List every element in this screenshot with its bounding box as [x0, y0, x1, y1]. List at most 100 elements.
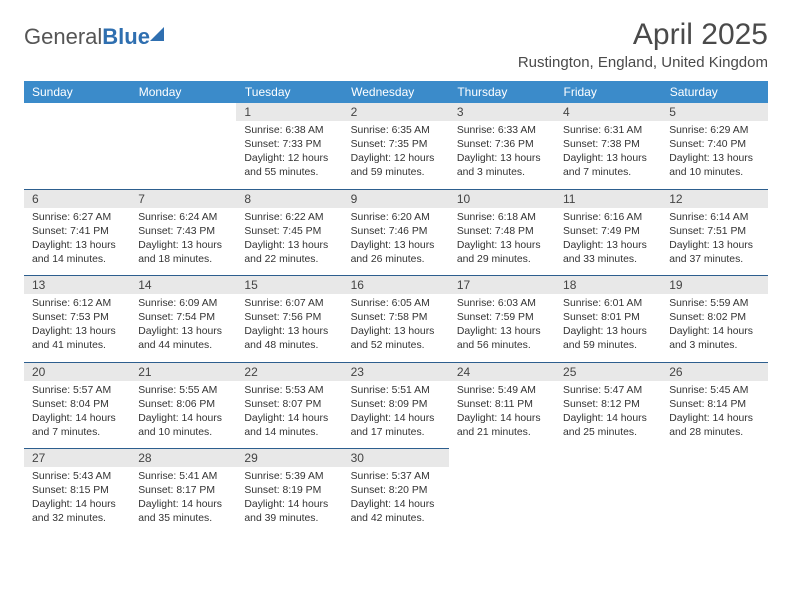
title-block: April 2025 Rustington, England, United K… — [518, 18, 768, 71]
day-number-cell: 15 — [236, 276, 342, 295]
page-title: April 2025 — [518, 18, 768, 52]
sunrise-text: Sunrise: 6:14 AM — [669, 211, 759, 225]
sunrise-text: Sunrise: 6:01 AM — [563, 297, 653, 311]
sunset-text: Sunset: 8:01 PM — [563, 311, 653, 325]
daylight-text: Daylight: 13 hours and 7 minutes. — [563, 152, 653, 180]
day-content-cell: Sunrise: 6:12 AMSunset: 7:53 PMDaylight:… — [24, 294, 130, 362]
day-number-cell — [24, 103, 130, 121]
day-content-row: Sunrise: 6:27 AMSunset: 7:41 PMDaylight:… — [24, 208, 768, 276]
weekday-header: Saturday — [661, 81, 767, 103]
day-number-cell: 17 — [449, 276, 555, 295]
day-number-cell: 13 — [24, 276, 130, 295]
day-content-cell: Sunrise: 5:43 AMSunset: 8:15 PMDaylight:… — [24, 467, 130, 535]
sunrise-text: Sunrise: 5:43 AM — [32, 470, 122, 484]
daylight-text: Daylight: 14 hours and 14 minutes. — [244, 412, 334, 440]
sunset-text: Sunset: 8:11 PM — [457, 398, 547, 412]
day-content-row: Sunrise: 6:38 AMSunset: 7:33 PM Daylight:… — [24, 121, 768, 189]
sunrise-text: Sunrise: 5:49 AM — [457, 384, 547, 398]
day-number-cell: 8 — [236, 189, 342, 208]
day-content-cell: Sunrise: 5:49 AMSunset: 8:11 PMDaylight:… — [449, 381, 555, 449]
day-number-cell: 3 — [449, 103, 555, 121]
sunset-text: Sunset: 7:51 PM — [669, 225, 759, 239]
sunrise-text: Sunrise: 6:24 AM — [138, 211, 228, 225]
sunset-text: Sunset: 7:54 PM — [138, 311, 228, 325]
sunset-text: Sunset: 7:33 PM — [244, 138, 334, 152]
day-number-cell: 14 — [130, 276, 236, 295]
day-content-cell: Sunrise: 6:05 AMSunset: 7:58 PMDaylight:… — [343, 294, 449, 362]
calendar-table: Sunday Monday Tuesday Wednesday Thursday… — [24, 81, 768, 535]
day-number-cell: 6 — [24, 189, 130, 208]
day-number-cell: 18 — [555, 276, 661, 295]
sunrise-text: Sunrise: 6:20 AM — [351, 211, 441, 225]
daylight-text: Daylight: 12 hours and 59 minutes. — [351, 152, 441, 180]
day-content-cell — [24, 121, 130, 189]
day-number-cell — [130, 103, 236, 121]
day-content-cell: Sunrise: 5:57 AMSunset: 8:04 PMDaylight:… — [24, 381, 130, 449]
sunrise-text: Sunrise: 6:38 AM — [244, 124, 334, 138]
sunrise-text: Sunrise: 6:05 AM — [351, 297, 441, 311]
daylight-text: Daylight: 13 hours and 48 minutes. — [244, 325, 334, 353]
day-content-cell: Sunrise: 5:55 AMSunset: 8:06 PMDaylight:… — [130, 381, 236, 449]
daylight-text: Daylight: 13 hours and 26 minutes. — [351, 239, 441, 267]
sunset-text: Sunset: 7:56 PM — [244, 311, 334, 325]
sunset-text: Sunset: 8:15 PM — [32, 484, 122, 498]
sunset-text: Sunset: 8:19 PM — [244, 484, 334, 498]
sunset-text: Sunset: 7:49 PM — [563, 225, 653, 239]
day-content-cell: Sunrise: 6:18 AMSunset: 7:48 PMDaylight:… — [449, 208, 555, 276]
sunrise-text: Sunrise: 5:37 AM — [351, 470, 441, 484]
day-content-cell: Sunrise: 6:38 AMSunset: 7:33 PMDaylight:… — [236, 121, 342, 189]
day-number-cell: 24 — [449, 362, 555, 381]
sunrise-text: Sunrise: 6:03 AM — [457, 297, 547, 311]
day-number-cell: 2 — [343, 103, 449, 121]
sunrise-text: Sunrise: 6:31 AM — [563, 124, 653, 138]
day-content-cell: Sunrise: 6:24 AMSunset: 7:43 PMDaylight:… — [130, 208, 236, 276]
day-number-row: 6789101112 — [24, 189, 768, 208]
sunset-text: Sunset: 7:59 PM — [457, 311, 547, 325]
brand-word2: Blue — [102, 24, 150, 49]
day-number-cell: 19 — [661, 276, 767, 295]
sunrise-text: Sunrise: 6:16 AM — [563, 211, 653, 225]
sunset-text: Sunset: 8:14 PM — [669, 398, 759, 412]
day-number-row: 12345 — [24, 103, 768, 121]
day-number-cell: 1 — [236, 103, 342, 121]
day-content-cell: Sunrise: 6:20 AMSunset: 7:46 PMDaylight:… — [343, 208, 449, 276]
daylight-text: Daylight: 14 hours and 35 minutes. — [138, 498, 228, 526]
day-number-cell: 20 — [24, 362, 130, 381]
sunset-text: Sunset: 8:04 PM — [32, 398, 122, 412]
sunrise-text: Sunrise: 5:47 AM — [563, 384, 653, 398]
sunrise-text: Sunrise: 5:51 AM — [351, 384, 441, 398]
day-number-cell: 10 — [449, 189, 555, 208]
location-subtitle: Rustington, England, United Kingdom — [518, 54, 768, 71]
sunset-text: Sunset: 7:53 PM — [32, 311, 122, 325]
day-number-cell — [661, 449, 767, 468]
day-number-cell: 21 — [130, 362, 236, 381]
day-content-cell: Sunrise: 6:16 AMSunset: 7:49 PMDaylight:… — [555, 208, 661, 276]
sunrise-text: Sunrise: 6:29 AM — [669, 124, 759, 138]
day-content-cell: Sunrise: 5:59 AMSunset: 8:02 PMDaylight:… — [661, 294, 767, 362]
weekday-header-row: Sunday Monday Tuesday Wednesday Thursday… — [24, 81, 768, 103]
daylight-text: Daylight: 13 hours and 56 minutes. — [457, 325, 547, 353]
sunrise-text: Sunrise: 6:07 AM — [244, 297, 334, 311]
sunrise-text: Sunrise: 6:09 AM — [138, 297, 228, 311]
daylight-text: Daylight: 13 hours and 44 minutes. — [138, 325, 228, 353]
sunset-text: Sunset: 7:58 PM — [351, 311, 441, 325]
brand-logo: GeneralBlue — [24, 18, 164, 50]
day-content-cell: Sunrise: 5:45 AMSunset: 8:14 PMDaylight:… — [661, 381, 767, 449]
day-number-cell: 4 — [555, 103, 661, 121]
sunset-text: Sunset: 8:17 PM — [138, 484, 228, 498]
sunrise-text: Sunrise: 5:59 AM — [669, 297, 759, 311]
daylight-text: Daylight: 13 hours and 18 minutes. — [138, 239, 228, 267]
daylight-text: Daylight: 14 hours and 7 minutes. — [32, 412, 122, 440]
day-number-row: 20212223242526 — [24, 362, 768, 381]
daylight-text: Daylight: 13 hours and 52 minutes. — [351, 325, 441, 353]
day-content-cell — [555, 467, 661, 535]
day-number-cell: 22 — [236, 362, 342, 381]
day-number-cell: 5 — [661, 103, 767, 121]
sunset-text: Sunset: 7:36 PM — [457, 138, 547, 152]
sunset-text: Sunset: 7:35 PM — [351, 138, 441, 152]
weekday-header: Sunday — [24, 81, 130, 103]
sunset-text: Sunset: 8:02 PM — [669, 311, 759, 325]
daylight-text: Daylight: 13 hours and 41 minutes. — [32, 325, 122, 353]
day-content-cell: Sunrise: 6:29 AMSunset: 7:40 PMDaylight:… — [661, 121, 767, 189]
day-number-cell — [449, 449, 555, 468]
